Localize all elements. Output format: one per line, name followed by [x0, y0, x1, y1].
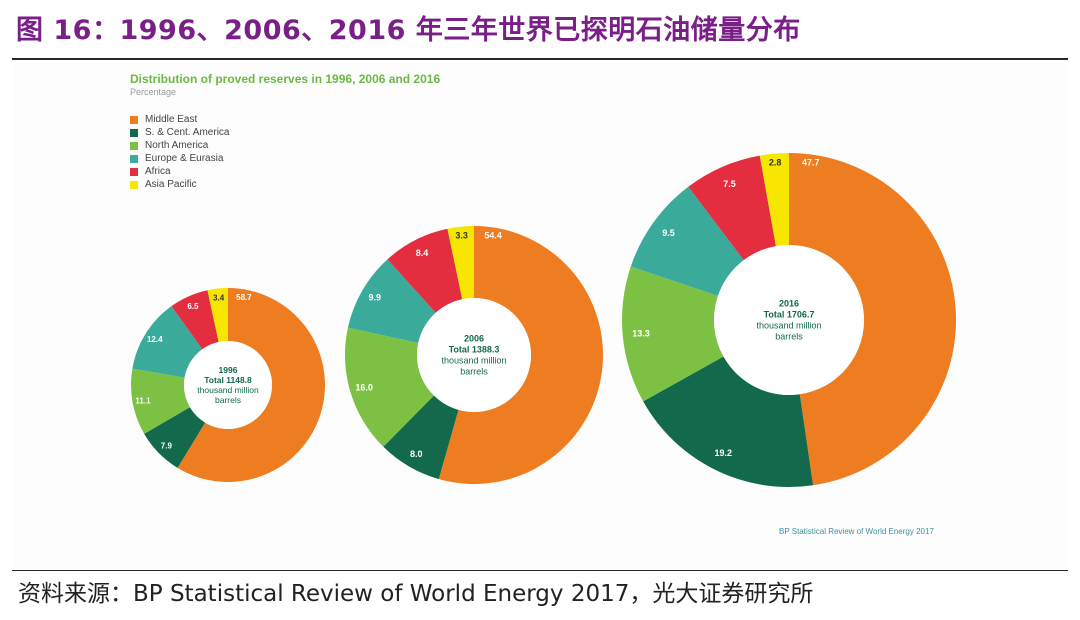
slice-2006-africa [387, 228, 463, 313]
slice-label-2006-asia-pacific: 3.3 [455, 231, 468, 241]
legend-label: Middle East [145, 114, 198, 125]
slice-label-1996-asia-pacific: 3.4 [213, 294, 225, 303]
slice-2016-middle-east [789, 153, 957, 486]
legend-label: Asia Pacific [145, 179, 197, 190]
legend-label: Europe & Eurasia [145, 153, 224, 164]
legend-item-asia-pacific: Asia Pacific [130, 178, 229, 191]
slice-1996-africa [171, 290, 219, 350]
center-unit-line1: thousand million [197, 385, 259, 395]
legend-item-africa: Africa [130, 165, 229, 178]
legend-item-north-america: North America [130, 139, 229, 152]
legend-label: Africa [145, 166, 171, 177]
slice-label-1996-south-central-america: 7.9 [161, 442, 173, 451]
legend-item-europe-eurasia: Europe & Eurasia [130, 152, 229, 165]
slice-1996-south-central-america [144, 407, 206, 468]
center-year: 2016 [779, 299, 799, 309]
center-year: 2006 [464, 334, 484, 344]
donut-hole [714, 245, 864, 395]
slice-label-2016-africa: 7.5 [723, 179, 736, 189]
slice-2006-north-america [344, 327, 434, 447]
slice-2016-europe-eurasia [630, 186, 744, 296]
chart-credit: BP Statistical Review of World Energy 20… [779, 527, 934, 536]
slice-label-2006-middle-east: 54.4 [484, 230, 502, 240]
slice-2006-asia-pacific [447, 226, 474, 300]
slice-label-2006-europe-eurasia: 9.9 [369, 293, 382, 303]
center-year: 1996 [219, 365, 238, 375]
center-unit-line2: barrels [775, 332, 803, 342]
center-unit-line1: thousand million [441, 356, 506, 366]
legend-swatch [130, 154, 138, 163]
slice-label-2006-south-central-america: 8.0 [410, 449, 423, 459]
top-rule [12, 58, 1068, 60]
legend-swatch [130, 167, 138, 176]
slice-label-1996-africa: 6.5 [187, 302, 199, 311]
center-total: Total 1388.3 [449, 345, 500, 355]
legend-swatch [130, 141, 138, 150]
slice-label-1996-north-america: 11.1 [135, 396, 151, 405]
donut-hole [184, 341, 272, 429]
slice-1996-asia-pacific [207, 288, 228, 343]
legend-label: S. & Cent. America [145, 127, 230, 138]
center-unit-line1: thousand million [756, 321, 821, 331]
figure-title: 图 16：1996、2006、2016 年三年世界已探明石油储量分布 [16, 15, 801, 46]
center-unit-line2: barrels [215, 395, 241, 405]
legend-swatch [130, 128, 138, 137]
slice-label-1996-middle-east: 58.7 [236, 293, 252, 302]
chart-subtitle: Percentage [130, 87, 177, 97]
slice-label-2016-europe-eurasia: 9.5 [662, 228, 675, 238]
legend-swatch [130, 115, 138, 124]
bottom-rule [12, 570, 1068, 571]
slice-2006-europe-eurasia [347, 259, 436, 343]
center-total: Total 1148.8 [204, 375, 252, 385]
slice-2006-middle-east [438, 226, 603, 484]
legend: Middle East S. & Cent. America North Ame… [130, 113, 229, 191]
legend-item-middle-east: Middle East [130, 113, 229, 126]
slice-2016-africa [688, 155, 776, 261]
slice-2016-asia-pacific [759, 153, 789, 247]
slice-2016-north-america [622, 266, 724, 402]
chart-title: Distribution of proved reserves in 1996,… [130, 72, 441, 86]
slice-2016-south-central-america [643, 356, 814, 487]
slice-label-1996-europe-eurasia: 12.4 [147, 335, 163, 344]
donut-hole [417, 298, 531, 412]
legend-item-south-central-america: S. & Cent. America [130, 126, 229, 139]
slice-label-2016-asia-pacific: 2.8 [769, 158, 782, 168]
legend-swatch [130, 180, 138, 189]
slice-1996-europe-eurasia [132, 306, 203, 378]
slice-1996-middle-east [177, 288, 326, 482]
slice-1996-north-america [131, 368, 190, 434]
center-total: Total 1706.7 [764, 310, 815, 320]
slice-label-2016-south-central-america: 19.2 [714, 448, 732, 458]
slice-2006-south-central-america [383, 395, 459, 480]
legend-label: North America [145, 140, 209, 151]
slice-label-2016-north-america: 13.3 [632, 329, 650, 339]
slice-label-2006-africa: 8.4 [416, 248, 429, 258]
source-note: 资料来源：BP Statistical Review of World Ener… [18, 581, 814, 607]
slice-label-2016-middle-east: 47.7 [802, 157, 820, 167]
slice-label-2006-north-america: 16.0 [355, 383, 373, 393]
center-unit-line2: barrels [460, 367, 488, 377]
